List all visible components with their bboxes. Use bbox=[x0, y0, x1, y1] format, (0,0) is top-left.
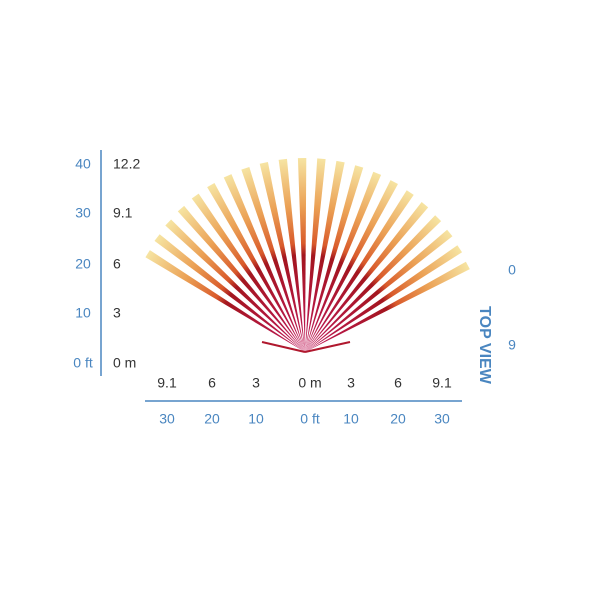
ray bbox=[305, 215, 442, 352]
side-label: 0 bbox=[508, 262, 516, 278]
y-label-m: 6 bbox=[113, 256, 121, 272]
side-label: 9 bbox=[508, 337, 516, 353]
ray bbox=[305, 165, 364, 352]
x-label-m: 9.1 bbox=[432, 375, 452, 391]
ray bbox=[207, 182, 305, 352]
y-label-ft: 30 bbox=[75, 205, 91, 221]
x-label-ft: 30 bbox=[434, 411, 450, 427]
ray bbox=[305, 171, 382, 352]
y-label-ft: 20 bbox=[75, 256, 91, 272]
y-label-m: 3 bbox=[113, 305, 121, 321]
y-label-ft: 0 ft bbox=[73, 355, 93, 371]
ray bbox=[259, 161, 305, 352]
ray bbox=[305, 158, 326, 352]
ray bbox=[165, 219, 305, 352]
ray bbox=[305, 180, 398, 352]
x-label-ft: 30 bbox=[159, 411, 175, 427]
y-label-m: 0 m bbox=[113, 355, 136, 371]
short-ray bbox=[304, 341, 351, 353]
ray bbox=[305, 202, 429, 352]
x-label-ft: 10 bbox=[343, 411, 359, 427]
view-label: TOP VIEW bbox=[476, 306, 493, 385]
short-ray bbox=[261, 341, 306, 353]
x-label-m: 3 bbox=[252, 375, 260, 391]
ray bbox=[278, 158, 305, 352]
ray bbox=[223, 174, 305, 352]
y-label-m: 12.2 bbox=[113, 156, 140, 172]
x-label-ft: 20 bbox=[390, 411, 406, 427]
ray bbox=[305, 245, 463, 352]
y-label-ft: 40 bbox=[75, 156, 91, 172]
ray bbox=[177, 205, 305, 352]
x-label-m: 6 bbox=[394, 375, 402, 391]
ray bbox=[154, 234, 305, 352]
x-label-ft: 20 bbox=[204, 411, 220, 427]
x-label-m: 3 bbox=[347, 375, 355, 391]
x-label-m: 6 bbox=[208, 375, 216, 391]
ray bbox=[305, 160, 345, 352]
ray bbox=[297, 157, 307, 352]
y-label-m: 9.1 bbox=[113, 205, 133, 221]
ray bbox=[191, 193, 305, 352]
x-label-m: 9.1 bbox=[157, 375, 177, 391]
x-label-ft: 10 bbox=[248, 411, 264, 427]
ray bbox=[305, 190, 414, 352]
y-label-ft: 10 bbox=[75, 305, 91, 321]
x-label-ft: 0 ft bbox=[300, 411, 320, 427]
detection-pattern bbox=[145, 157, 470, 353]
ray bbox=[305, 261, 470, 352]
ray bbox=[241, 167, 305, 352]
x-label-m: 0 m bbox=[298, 375, 321, 391]
ray bbox=[305, 229, 453, 352]
ray bbox=[145, 250, 305, 352]
